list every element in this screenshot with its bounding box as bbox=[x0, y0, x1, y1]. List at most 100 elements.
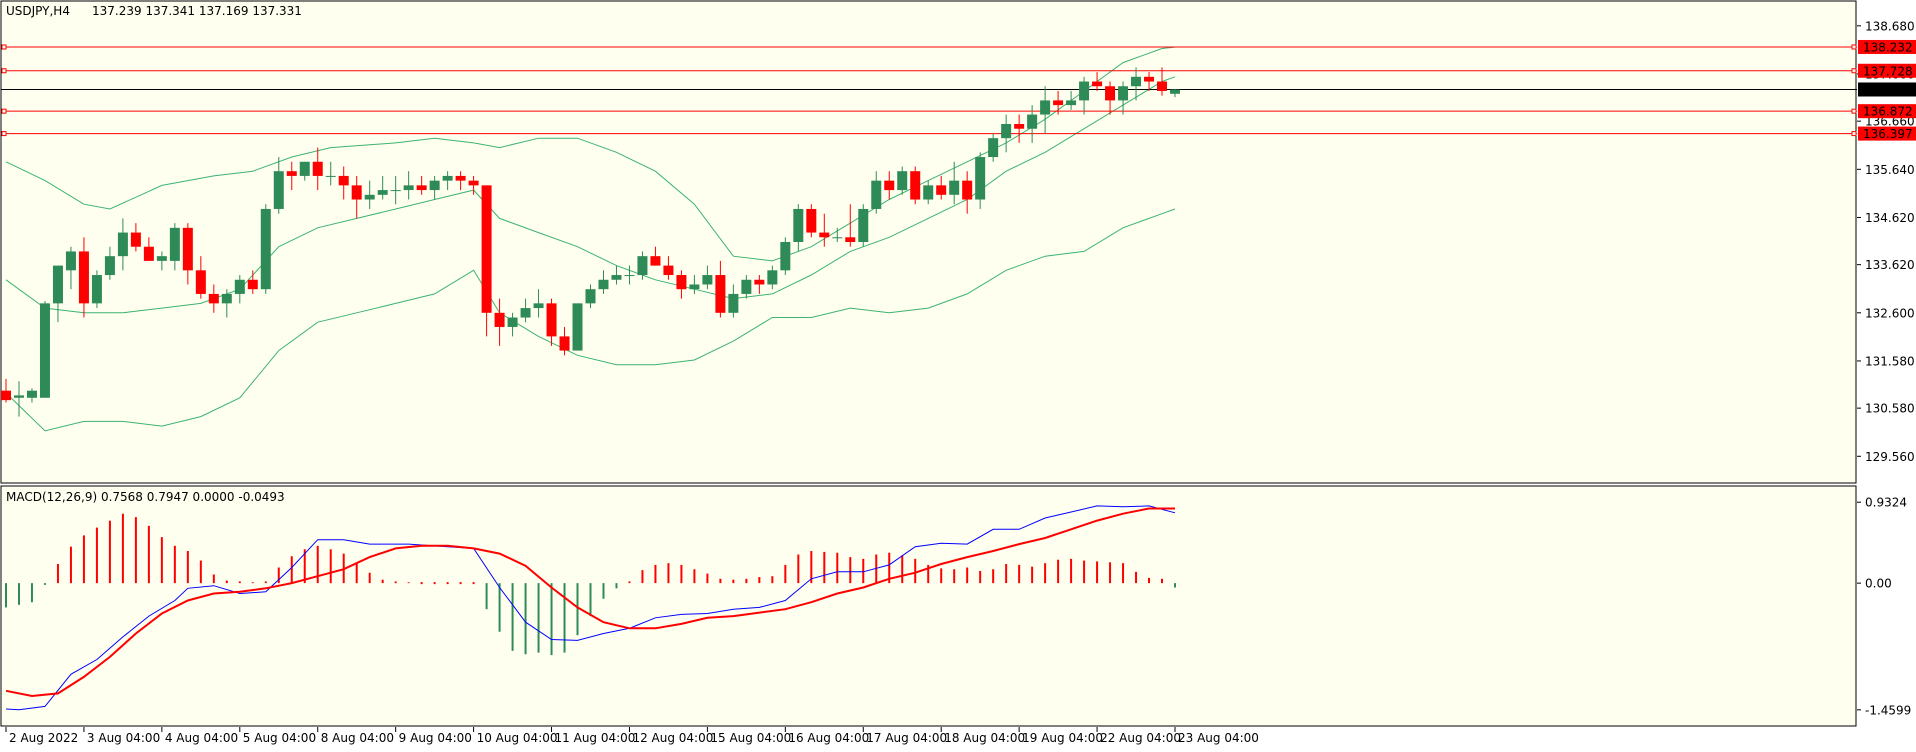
macd-tick-label: 0.9324 bbox=[1865, 496, 1907, 510]
candle bbox=[234, 275, 245, 304]
candle bbox=[1, 378, 11, 403]
time-tick-label: 8 Aug 04:00 bbox=[321, 731, 394, 745]
price-tick-label: 129.560 bbox=[1865, 450, 1915, 464]
candle-body bbox=[962, 180, 973, 200]
macd-axis: 0.9324 0.00 -1.4599 bbox=[1857, 496, 1911, 717]
time-tick-label: 2 Aug 2022 bbox=[9, 731, 78, 745]
candle-body bbox=[1066, 100, 1077, 106]
candle-body bbox=[585, 289, 596, 304]
candle bbox=[793, 204, 804, 252]
candle-body bbox=[325, 175, 336, 177]
candle-body bbox=[507, 317, 518, 327]
candle-body bbox=[429, 180, 440, 191]
candle bbox=[13, 381, 24, 417]
candle-body bbox=[494, 312, 505, 327]
price-line-label-3: 136.397 bbox=[1863, 127, 1913, 141]
candle bbox=[364, 180, 375, 209]
price-tick-label: 133.620 bbox=[1865, 258, 1915, 272]
time-tick-label: 23 Aug 04:00 bbox=[1178, 731, 1259, 745]
price-line-handle-left-0 bbox=[1, 44, 7, 50]
candle-body bbox=[65, 251, 76, 271]
candle bbox=[195, 256, 206, 299]
candle bbox=[182, 223, 193, 285]
candle bbox=[429, 175, 440, 200]
candle-body bbox=[806, 208, 817, 233]
candle-body bbox=[481, 185, 492, 313]
candle bbox=[637, 251, 648, 280]
candle bbox=[1066, 90, 1077, 110]
candle bbox=[754, 275, 765, 294]
candle bbox=[546, 298, 557, 346]
candle-body bbox=[702, 275, 713, 285]
candle-body bbox=[845, 237, 856, 242]
bollinger-lower-band bbox=[5, 208, 1176, 432]
candle-body bbox=[416, 185, 427, 191]
macd-indicator bbox=[5, 505, 1176, 711]
price-tick-label: 136.660 bbox=[1865, 115, 1915, 129]
candle bbox=[611, 265, 622, 285]
price-line-handle-right-0 bbox=[1851, 44, 1857, 50]
candle-body bbox=[1079, 81, 1090, 101]
candle-body bbox=[1001, 124, 1012, 139]
time-tick-label: 17 Aug 04:00 bbox=[866, 731, 947, 745]
candle-body bbox=[780, 242, 791, 271]
candle bbox=[572, 303, 583, 351]
time-tick-label: 22 Aug 04:00 bbox=[1100, 731, 1181, 745]
candle-body bbox=[143, 246, 154, 261]
candle bbox=[390, 175, 401, 205]
price-line-label-1: 137.728 bbox=[1863, 64, 1913, 78]
candle bbox=[312, 147, 323, 191]
candle-body bbox=[1092, 81, 1103, 87]
time-tick-label: 5 Aug 04:00 bbox=[243, 731, 316, 745]
candle-body bbox=[637, 256, 648, 276]
candle-body bbox=[676, 275, 687, 290]
candle bbox=[351, 175, 362, 219]
candle bbox=[208, 284, 219, 313]
horizontal-price-lines[interactable] bbox=[1, 44, 1857, 137]
price-tick-label: 138.680 bbox=[1865, 19, 1915, 33]
price-line-handle-right-1 bbox=[1851, 68, 1857, 74]
candle bbox=[559, 326, 570, 356]
current-price-label-bg bbox=[1858, 82, 1916, 97]
symbol-label: USDJPY,H4 bbox=[6, 4, 70, 18]
candle-body bbox=[949, 180, 960, 195]
horizontal-line-labels: 138.232 137.728 136.872 136.397 137.331 bbox=[1858, 39, 1916, 141]
candle bbox=[728, 284, 739, 318]
candle-body bbox=[832, 237, 843, 239]
candle bbox=[78, 237, 89, 318]
time-tick-label: 12 Aug 04:00 bbox=[632, 731, 713, 745]
candle bbox=[1027, 105, 1038, 143]
candle bbox=[949, 161, 960, 205]
time-tick-label: 3 Aug 04:00 bbox=[87, 731, 160, 745]
candle-body bbox=[338, 175, 349, 186]
candle-body bbox=[611, 275, 622, 280]
candle bbox=[494, 298, 505, 346]
candle bbox=[819, 213, 830, 247]
candle-body bbox=[78, 251, 89, 304]
price-line-handle-left-3 bbox=[1, 131, 7, 137]
price-tick-label: 135.640 bbox=[1865, 163, 1915, 177]
bollinger-middle-band bbox=[5, 76, 1176, 314]
price-line-label-bg-0 bbox=[1858, 39, 1916, 54]
candle bbox=[663, 256, 674, 280]
candle-body bbox=[156, 256, 167, 261]
candle bbox=[1131, 67, 1142, 101]
macd-panel-background[interactable] bbox=[0, 485, 1857, 727]
candle-body bbox=[598, 279, 609, 290]
candle-body bbox=[468, 180, 479, 186]
candle bbox=[156, 251, 167, 271]
candle bbox=[689, 275, 700, 294]
candle bbox=[52, 265, 63, 323]
price-line-label-2: 136.872 bbox=[1863, 105, 1913, 119]
candle bbox=[325, 161, 336, 186]
candle-body bbox=[1014, 124, 1025, 129]
candle bbox=[455, 171, 466, 191]
candle-body bbox=[52, 265, 63, 304]
price-panel-background[interactable] bbox=[0, 0, 1857, 484]
candle bbox=[1157, 67, 1168, 96]
candle bbox=[858, 204, 869, 247]
candle bbox=[247, 270, 258, 294]
candle bbox=[169, 223, 180, 271]
time-tick-label: 15 Aug 04:00 bbox=[710, 731, 791, 745]
